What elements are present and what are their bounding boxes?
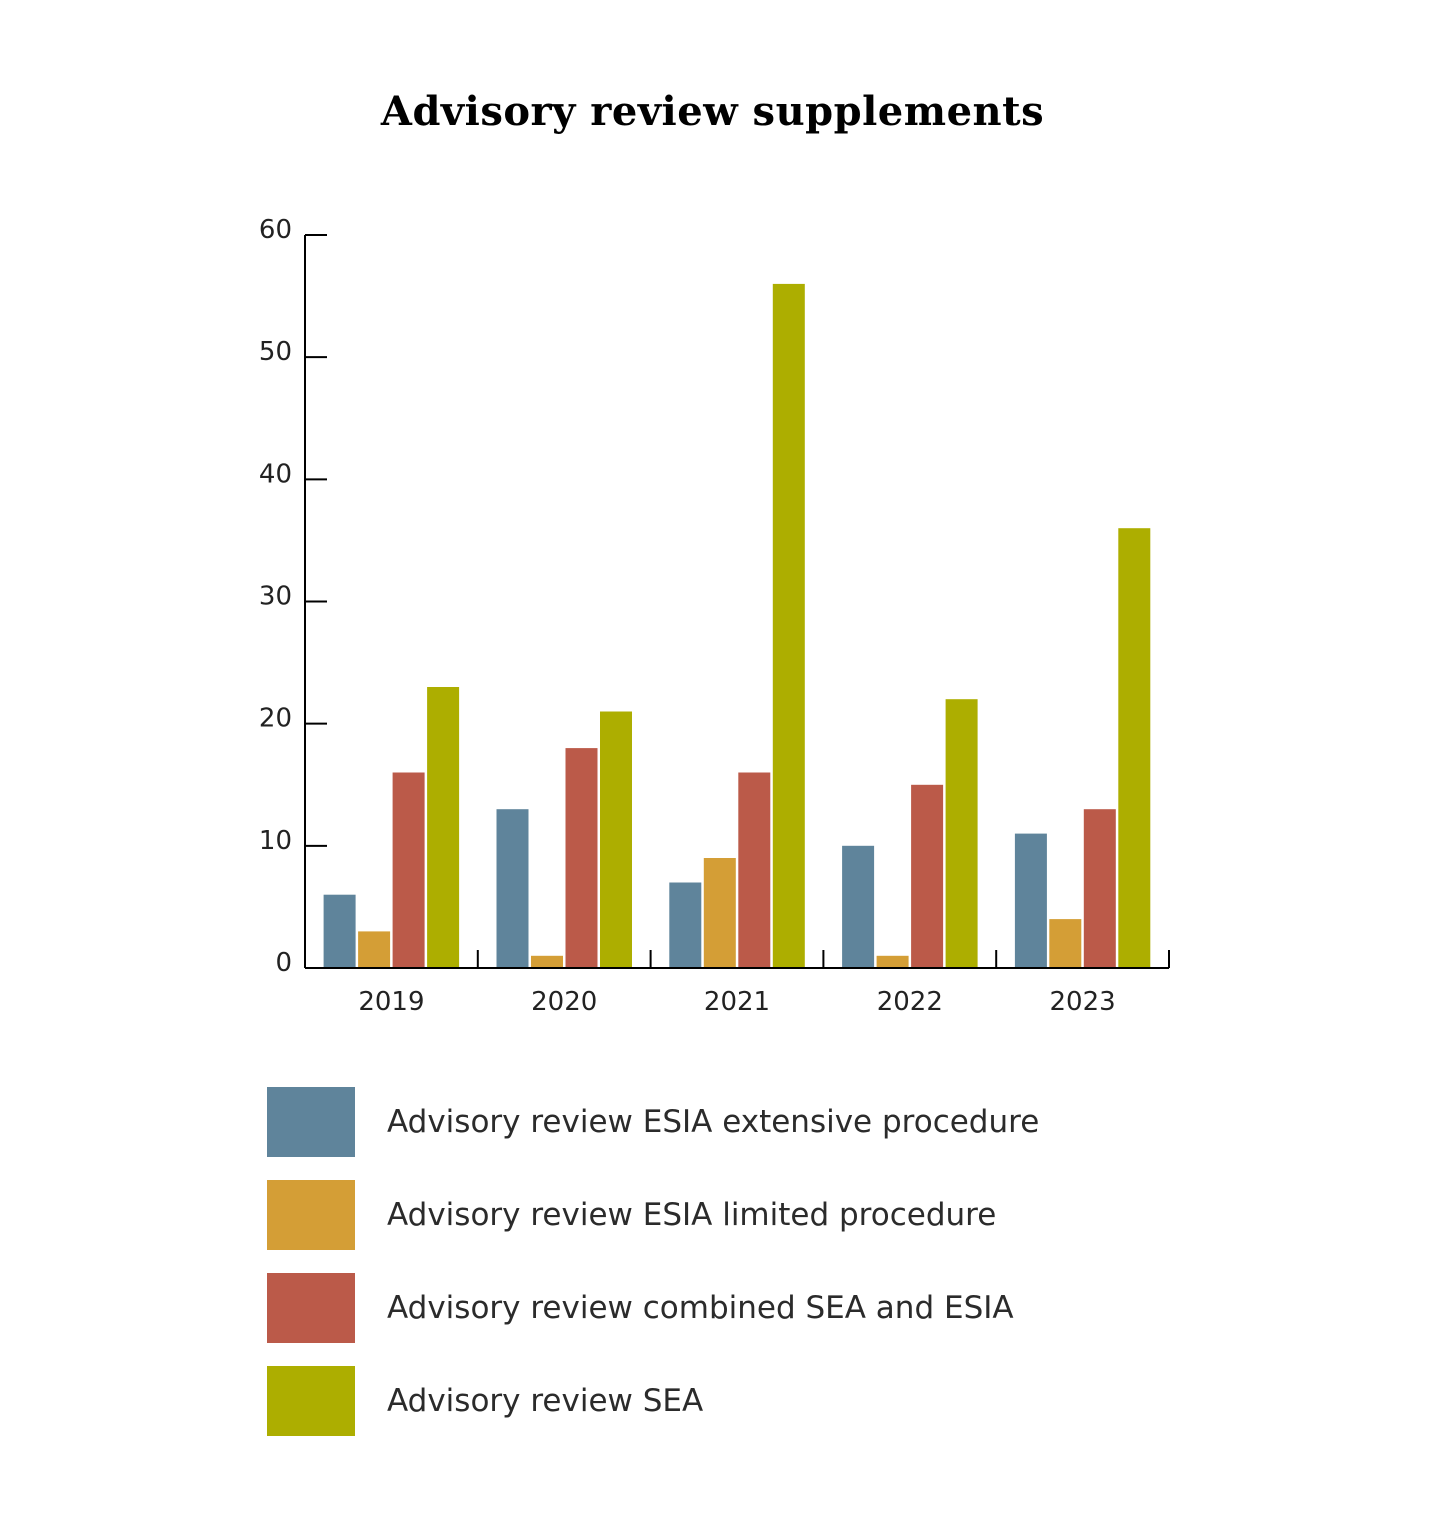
y-tick-label: 0 (275, 948, 292, 978)
legend-item-esia-extensive: Advisory review ESIA extensive procedure (267, 1087, 1039, 1157)
y-tick-label: 60 (259, 215, 292, 245)
legend-label: Advisory review ESIA extensive procedure (387, 1104, 1040, 1140)
legend-swatch (267, 1366, 355, 1436)
bar (427, 687, 460, 968)
x-tick-label: 2023 (1050, 987, 1116, 1017)
bar (669, 882, 702, 968)
bar (1049, 919, 1082, 968)
x-tick-label: 2022 (877, 987, 943, 1017)
axes-group: 2019 2020 2021 2022 2023 0 10 20 30 40 50 60 (259, 215, 1170, 1017)
bar (323, 894, 356, 968)
bar (703, 858, 736, 968)
bar (772, 283, 805, 968)
x-tick-label: 2020 (531, 987, 597, 1017)
legend-item-combined-sea-esia: Advisory review combined SEA and ESIA (267, 1273, 1039, 1343)
bars-group (323, 283, 1151, 969)
legend-label: Advisory review ESIA limited procedure (387, 1197, 997, 1233)
bar (496, 809, 529, 968)
bar (1014, 833, 1047, 968)
legend-label: Advisory review combined SEA and ESIA (387, 1290, 1014, 1326)
y-tick-label: 30 (259, 582, 292, 612)
legend-swatch (267, 1087, 355, 1157)
legend-swatch (267, 1180, 355, 1250)
bar (911, 784, 944, 969)
bar (1118, 528, 1151, 968)
legend-swatch (267, 1273, 355, 1343)
bar (1083, 809, 1116, 968)
y-tick-label: 40 (259, 459, 292, 489)
bar (945, 699, 978, 968)
bar (531, 955, 563, 968)
legend-item-sea: Advisory review SEA (267, 1366, 1039, 1436)
chart-title: Advisory review supplements (380, 88, 1045, 135)
x-tick-label: 2019 (358, 987, 424, 1017)
bar (842, 845, 875, 968)
bar (565, 748, 598, 968)
y-tick-label: 50 (259, 337, 292, 367)
bar (392, 772, 425, 968)
bar (600, 711, 632, 968)
bar (876, 955, 909, 968)
bar (358, 931, 391, 968)
y-tick-label: 20 (259, 704, 292, 734)
y-tick-label: 10 (259, 826, 292, 856)
legend-label: Advisory review SEA (387, 1383, 704, 1419)
bar (738, 772, 771, 968)
legend-item-esia-limited: Advisory review ESIA limited procedure (267, 1180, 1039, 1250)
x-tick-label: 2021 (704, 987, 770, 1017)
legend: Advisory review ESIA extensive procedure… (267, 1087, 1039, 1459)
bar-chart: 2019 2020 2021 2022 2023 0 10 20 30 40 50 60 (259, 215, 1170, 1017)
